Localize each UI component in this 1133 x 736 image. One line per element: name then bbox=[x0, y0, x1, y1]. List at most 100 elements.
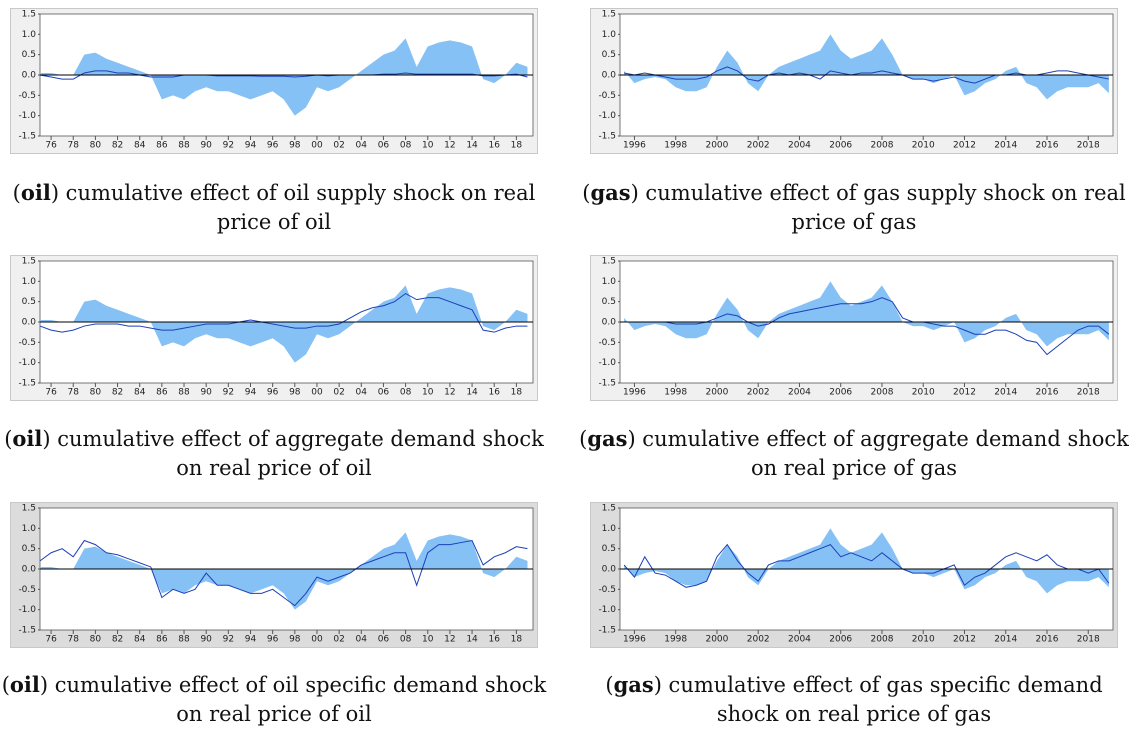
caption-text: ( bbox=[605, 673, 614, 697]
y-tick-label: 0.0 bbox=[22, 71, 37, 81]
x-tick-label: 92 bbox=[223, 388, 234, 398]
y-tick-label: -1.5 bbox=[18, 626, 36, 636]
caption: (oil) cumulative effect of aggregate dem… bbox=[0, 424, 554, 483]
x-tick-label: 12 bbox=[444, 635, 455, 645]
caption-text: ( bbox=[582, 181, 591, 205]
y-tick-label: -1.0 bbox=[18, 605, 36, 615]
x-tick-label: 2008 bbox=[871, 141, 894, 151]
x-tick-label: 2010 bbox=[912, 635, 935, 645]
x-tick-label: 94 bbox=[245, 635, 257, 645]
caption-text: ) cumulative effect of gas specific dema… bbox=[653, 673, 1103, 726]
y-tick-label: 1.5 bbox=[22, 257, 36, 267]
x-tick-label: 06 bbox=[378, 635, 390, 645]
x-tick-label: 90 bbox=[200, 388, 212, 398]
caption-text: ) cumulative effect of oil specific dema… bbox=[39, 673, 547, 726]
x-tick-label: 00 bbox=[311, 635, 323, 645]
x-tick-label: 2006 bbox=[829, 388, 852, 398]
x-tick-label: 10 bbox=[422, 141, 434, 151]
y-tick-label: -0.5 bbox=[18, 585, 36, 595]
x-tick-label: 2010 bbox=[912, 141, 935, 151]
x-tick-label: 84 bbox=[134, 635, 146, 645]
y-tick-label: -1.5 bbox=[598, 626, 616, 636]
x-tick-label: 2012 bbox=[953, 141, 976, 151]
y-tick-label: 0.0 bbox=[602, 565, 617, 575]
area-series bbox=[624, 281, 1109, 347]
x-tick-label: 86 bbox=[156, 388, 168, 398]
y-tick-label: 0.0 bbox=[602, 71, 617, 81]
x-tick-label: 80 bbox=[90, 141, 102, 151]
x-tick-label: 76 bbox=[45, 635, 57, 645]
y-tick-label: -1.5 bbox=[598, 379, 616, 389]
x-tick-label: 00 bbox=[311, 388, 323, 398]
x-tick-label: 98 bbox=[289, 141, 301, 151]
x-tick-label: 2000 bbox=[705, 635, 728, 645]
caption-text: ( bbox=[579, 427, 588, 451]
x-tick-label: 2004 bbox=[788, 388, 811, 398]
y-tick-label: 0.5 bbox=[22, 297, 36, 307]
x-tick-label: 78 bbox=[68, 388, 80, 398]
x-tick-label: 82 bbox=[112, 635, 123, 645]
y-tick-label: 0.5 bbox=[602, 297, 616, 307]
caption-tag: gas bbox=[613, 672, 654, 697]
chart-panel: 1.5 1.0 0.5 0.0 -0.5 -1.0 -1.5 76 78 80 82 84 86 88 90… bbox=[10, 255, 538, 401]
x-tick-label: 10 bbox=[422, 635, 434, 645]
caption-tag: oil bbox=[9, 672, 40, 697]
x-tick-label: 78 bbox=[68, 141, 80, 151]
y-tick-label: 1.5 bbox=[22, 10, 36, 20]
x-tick-label: 16 bbox=[488, 635, 500, 645]
x-tick-label: 84 bbox=[134, 141, 146, 151]
x-tick-label: 2012 bbox=[953, 635, 976, 645]
x-tick-label: 2006 bbox=[829, 635, 852, 645]
x-tick-label: 16 bbox=[488, 141, 500, 151]
y-tick-label: -0.5 bbox=[18, 91, 36, 101]
y-tick-label: 0.0 bbox=[22, 318, 37, 328]
x-tick-label: 1998 bbox=[664, 388, 687, 398]
x-tick-label: 96 bbox=[267, 141, 279, 151]
area-series bbox=[40, 532, 528, 610]
line-series bbox=[39, 539, 528, 607]
x-tick-label: 80 bbox=[90, 388, 102, 398]
x-tick-label: 14 bbox=[466, 388, 478, 398]
x-tick-label: 2008 bbox=[871, 388, 894, 398]
chart-panel: 1.5 1.0 0.5 0.0 -0.5 -1.0 -1.5 76 78 80 82 84 86 88 90… bbox=[10, 8, 538, 154]
caption-text: ( bbox=[1, 673, 10, 697]
x-tick-label: 02 bbox=[333, 635, 344, 645]
x-tick-label: 2000 bbox=[705, 141, 728, 151]
caption-text: ( bbox=[4, 427, 13, 451]
caption-text: ) cumulative effect of oil supply shock … bbox=[50, 181, 536, 234]
x-tick-label: 2012 bbox=[953, 388, 976, 398]
x-tick-label: 82 bbox=[112, 141, 123, 151]
x-tick-label: 1996 bbox=[623, 388, 646, 398]
y-tick-label: -1.0 bbox=[18, 358, 36, 368]
x-tick-label: 1998 bbox=[664, 141, 687, 151]
x-tick-label: 88 bbox=[178, 141, 190, 151]
chart-panel: 1.5 1.0 0.5 0.0 -0.5 -1.0 -1.5 1996 1998 2000 2002… bbox=[590, 8, 1118, 154]
y-tick-label: -1.0 bbox=[598, 111, 616, 121]
x-tick-label: 06 bbox=[378, 141, 390, 151]
caption: (gas) cumulative effect of gas specific … bbox=[574, 670, 1133, 729]
y-tick-label: 0.0 bbox=[22, 565, 37, 575]
y-tick-label: 1.5 bbox=[602, 10, 616, 20]
line-series bbox=[623, 543, 1110, 588]
y-tick-label: 1.0 bbox=[602, 524, 617, 534]
y-tick-label: 0.5 bbox=[602, 544, 616, 554]
x-tick-label: 1996 bbox=[623, 635, 646, 645]
x-tick-label: 10 bbox=[422, 388, 434, 398]
x-tick-label: 92 bbox=[223, 635, 234, 645]
x-tick-label: 80 bbox=[90, 635, 102, 645]
area-series bbox=[40, 38, 528, 116]
x-tick-label: 02 bbox=[333, 388, 344, 398]
x-tick-label: 92 bbox=[223, 141, 234, 151]
caption-tag: gas bbox=[590, 180, 631, 205]
x-tick-label: 16 bbox=[488, 388, 500, 398]
x-tick-label: 18 bbox=[511, 635, 523, 645]
y-tick-label: 1.5 bbox=[602, 504, 616, 514]
x-tick-label: 00 bbox=[311, 141, 323, 151]
x-tick-label: 14 bbox=[466, 635, 478, 645]
caption-text: ) cumulative effect of aggregate demand … bbox=[627, 427, 1129, 480]
x-tick-label: 90 bbox=[200, 635, 212, 645]
x-tick-label: 08 bbox=[400, 635, 412, 645]
x-tick-label: 08 bbox=[400, 141, 412, 151]
y-tick-label: 0.5 bbox=[22, 50, 36, 60]
chart-panel: 1.5 1.0 0.5 0.0 -0.5 -1.0 -1.5 1996 1998 2000 2002… bbox=[590, 255, 1118, 401]
